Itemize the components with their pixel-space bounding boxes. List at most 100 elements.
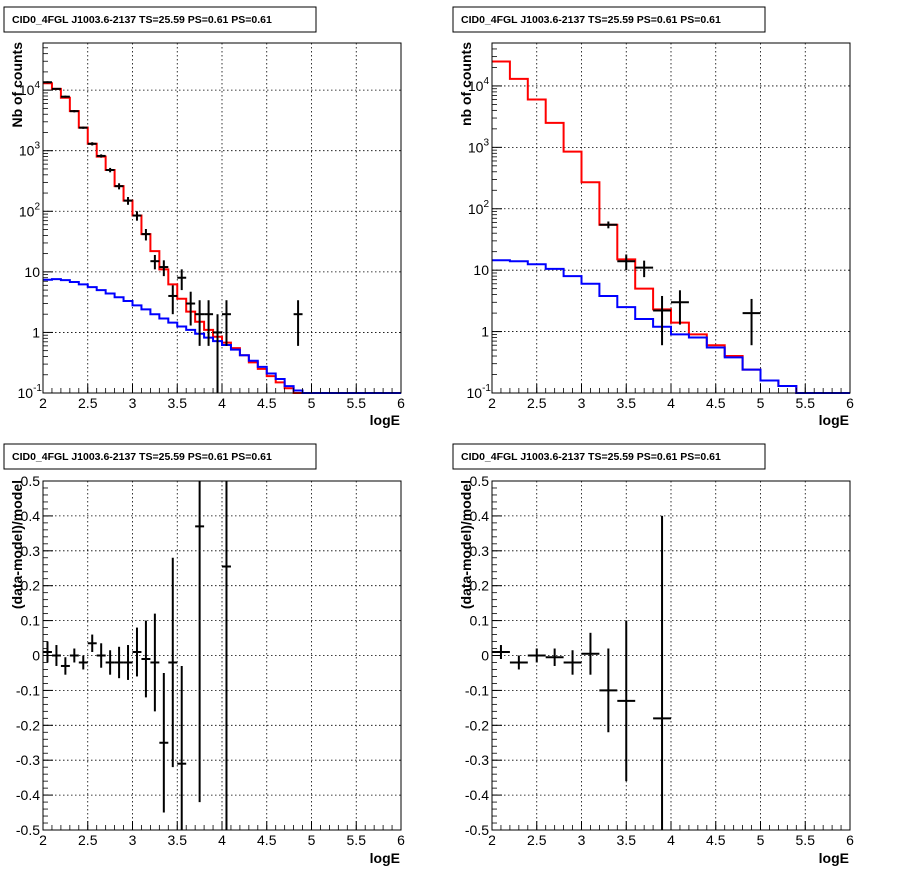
data-point: [87, 142, 97, 146]
data-point: [141, 228, 151, 241]
data-point: [204, 300, 214, 346]
residual-point: [563, 650, 582, 675]
residual-point: [599, 648, 618, 733]
y-tick-label: 0.1: [470, 613, 490, 629]
residual-point: [581, 632, 600, 675]
y-tick-label: 102: [468, 199, 490, 217]
data-point: [213, 314, 222, 393]
x-tick-label: 2.5: [78, 832, 98, 848]
series-layer: [492, 515, 671, 830]
y-ticks: -0.5 -0.4 -0.3 -0.2 -0.1 0 0.1 0.2 0.3 0.4 0.5: [465, 473, 502, 838]
grid: [491, 43, 851, 394]
chart-title: CID0_4FGL J1003.6-2137 TS=25.59 PS=0.61 …: [461, 14, 721, 26]
x-tick-label: 5: [757, 832, 765, 848]
y-tick-label: -0.4: [465, 787, 489, 803]
residuals-fine: 2 2.5 3 3.5 4 4.5 5 5.5 6 -0.5 -0.4 -0.3 -0.2 -0.1 0 0…: [3, 443, 405, 866]
residual-point: [545, 648, 564, 666]
data-point: [159, 260, 169, 277]
y-tick-label: 1: [32, 324, 40, 340]
y-tick-label: 0.5: [21, 473, 41, 489]
x-tick-label: 5: [757, 395, 765, 411]
y-ticks: -0.5 -0.4 -0.3 -0.2 -0.1 0 0.1 0.2 0.3 0.4 0.5: [16, 473, 53, 838]
y-tick-label: 0.3: [21, 543, 41, 559]
residual-point: [69, 648, 79, 663]
residual-point: [78, 655, 88, 670]
chart-title: CID0_4FGL J1003.6-2137 TS=25.59 PS=0.61 …: [12, 14, 272, 26]
title-box: [3, 6, 317, 33]
counts-histogram-coarse: 2 2.5 3 3.5 4 4.5 5 5.5 6 10-1 1 10 102 103 104 CID0_…: [452, 6, 854, 428]
x-ticks: 2 2.5 3 3.5 4 4.5 5 5.5 6: [39, 384, 405, 411]
chart-title: CID0_4FGL J1003.6-2137 TS=25.59 PS=0.61 …: [12, 451, 272, 463]
y-tick-label: 0.2: [21, 578, 41, 594]
x-ticks: 2 2.5 3 3.5 4 4.5 5 5.5 6: [488, 384, 854, 411]
x-tick-label: 4.5: [706, 832, 726, 848]
y-tick-label: -0.3: [465, 752, 489, 768]
y-ticks: 10-1 1 10 102 103 104: [467, 42, 502, 401]
x-tick-label: 2: [488, 395, 496, 411]
y-tick-label: -0.4: [16, 787, 40, 803]
x-tick-label: 6: [397, 832, 405, 848]
x-axis-label: logE: [819, 412, 849, 428]
data-point: [150, 254, 160, 270]
y-tick-label: -0.1: [16, 682, 40, 698]
y-tick-label: 0.1: [21, 613, 41, 629]
y-tick-label: -0.3: [16, 752, 40, 768]
y-tick-label: 10-1: [467, 383, 492, 401]
y-tick-label: -0.5: [16, 822, 40, 838]
residual-point: [177, 665, 187, 830]
data-point: [168, 285, 178, 315]
data-point: [222, 300, 231, 346]
x-tick-label: 3.5: [168, 395, 188, 411]
x-tick-label: 4: [218, 395, 226, 411]
x-tick-label: 3: [578, 395, 586, 411]
data-point: [69, 109, 79, 113]
y-tick-label: -0.5: [465, 822, 489, 838]
x-axis-label: logE: [370, 412, 400, 428]
y-tick-label: 103: [468, 137, 490, 155]
data-point: [177, 269, 187, 291]
y-tick-label: -0.2: [16, 717, 40, 733]
y-tick-label: 0: [32, 648, 40, 664]
data-point: [132, 211, 142, 221]
y-tick-label: 102: [19, 201, 41, 219]
y-tick-label: 1: [481, 324, 489, 340]
data-point: [60, 95, 70, 98]
x-axis-label: logE: [370, 850, 400, 866]
residual-point: [96, 643, 106, 668]
data-point: [123, 197, 133, 205]
y-axis-label: Nb of counts: [9, 42, 25, 128]
x-tick-label: 2: [39, 395, 47, 411]
data-point: [293, 300, 303, 346]
data-point: [114, 183, 124, 190]
data-point: [186, 291, 196, 326]
title-box: [452, 6, 766, 33]
x-tick-label: 2: [488, 832, 496, 848]
x-tick-label: 4.5: [257, 832, 277, 848]
counts-histogram-fine: 2 2.5 3 3.5 4 4.5 5 5.5 6 10-1 1 10 102 103 104 CID0_…: [3, 6, 405, 428]
y-tick-label: 0.4: [21, 508, 41, 524]
x-tick-label: 4: [218, 832, 226, 848]
y-tick-label: 0.5: [470, 473, 490, 489]
residual-point: [653, 515, 671, 830]
y-tick-label: 0.3: [470, 543, 490, 559]
x-tick-label: 4.5: [257, 395, 277, 411]
residual-point: [509, 655, 528, 670]
x-tick-label: 5.5: [796, 395, 816, 411]
x-tick-label: 3.5: [617, 832, 637, 848]
x-tick-label: 3.5: [617, 395, 637, 411]
data-point: [617, 254, 636, 271]
y-tick-label: 10: [473, 262, 489, 278]
residual-point: [105, 650, 115, 675]
title-box: [3, 443, 317, 470]
residual-point: [195, 481, 205, 803]
y-tick-label: 0: [481, 648, 489, 664]
residual-point: [123, 645, 133, 680]
x-tick-label: 5: [308, 395, 316, 411]
y-tick-label: 0.4: [470, 508, 490, 524]
x-tick-label: 2: [39, 832, 47, 848]
y-tick-label: 10-1: [18, 383, 43, 401]
data-point: [105, 167, 115, 173]
residual-point: [132, 627, 142, 677]
x-ticks: 2 2.5 3 3.5 4 4.5 5 5.5 6: [39, 821, 405, 848]
x-axis-label: logE: [819, 850, 849, 866]
